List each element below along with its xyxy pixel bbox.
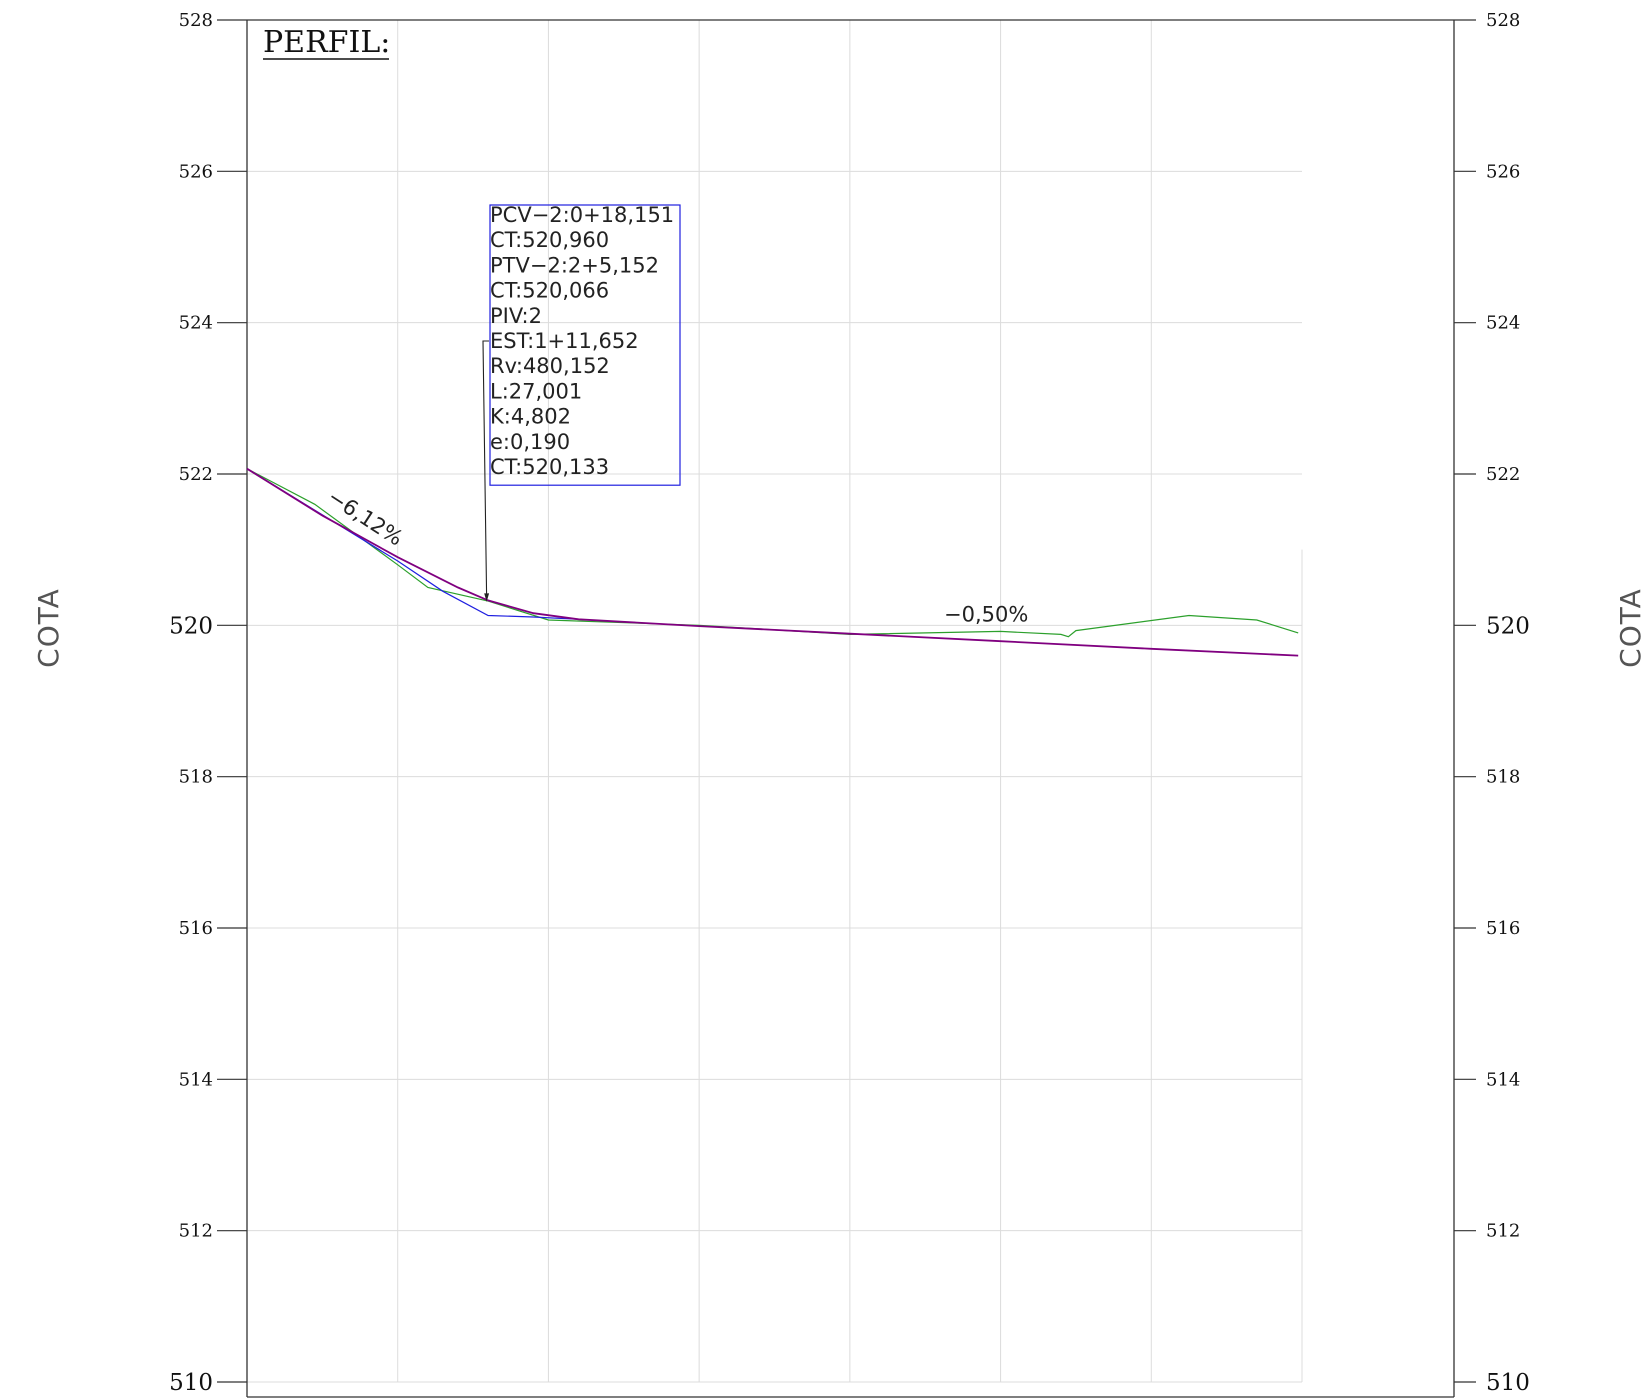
y-tick-label-left: 520: [169, 613, 213, 639]
y-tick-label-right: 522: [1486, 464, 1520, 485]
y-tick-label-left: 514: [179, 1069, 213, 1090]
y-axis-label-left: COTA: [32, 588, 65, 668]
y-tick-label-right: 512: [1486, 1221, 1520, 1242]
series-line-2: [246, 468, 579, 620]
annotation-line: e:0,190: [490, 430, 570, 454]
y-tick-label-right: 510: [1486, 1370, 1530, 1396]
annotation-line: PTV−2:2+5,152: [490, 253, 659, 277]
y-tick-label-right: 518: [1486, 767, 1520, 788]
y-tick-label-left: 512: [179, 1221, 213, 1242]
annotation-box: [489, 204, 681, 486]
grid-lines: [247, 20, 1303, 1383]
series-lines: [246, 467, 1299, 657]
annotation-line: EST:1+11,652: [490, 329, 639, 353]
y-tick-label-left: 516: [179, 918, 213, 939]
annotation-leader: [482, 340, 489, 599]
annotation-line: CT:520,960: [490, 228, 609, 252]
y-tick-label-right: 526: [1486, 161, 1520, 182]
y-tick-label-left: 524: [179, 313, 213, 334]
y-tick-label-left: 510: [169, 1370, 213, 1396]
annotation-arrow: [484, 593, 490, 602]
y-tick-label-right: 516: [1486, 918, 1520, 939]
annotation-line: PIV:2: [490, 304, 542, 328]
plot-frame: [246, 19, 1455, 1398]
y-tick-label-left: 518: [179, 767, 213, 788]
y-tick-label-left: 526: [179, 161, 213, 182]
y-tick-label-right: 524: [1486, 313, 1520, 334]
y-tick-label-right: 520: [1486, 613, 1530, 639]
y-tick-label-right: 514: [1486, 1069, 1520, 1090]
annotation-line: L:27,001: [490, 379, 582, 403]
annotation-line: K:4,802: [490, 405, 571, 429]
annotation-line: PCV−2:0+18,151: [490, 203, 674, 227]
slope-label: −0,50%: [944, 603, 1028, 627]
annotation-line: Rv:480,152: [490, 354, 610, 378]
annotation-line: CT:520,066: [490, 279, 609, 303]
y-tick-label-left: 522: [179, 464, 213, 485]
y-axis-label-right: COTA: [1614, 588, 1646, 668]
annotations: PCV−2:0+18,151CT:520,960PTV−2:2+5,152CT:…: [323, 203, 1028, 627]
axis-ticks: 510 510 512 512 514 514 516 516 518 518 520 520 522 5…: [169, 10, 1530, 1396]
series-line-3: [246, 467, 1299, 657]
annotation-line: CT:520,133: [490, 455, 609, 479]
y-tick-label-left: 528: [179, 10, 213, 31]
series-line-1: [246, 468, 1299, 638]
y-tick-label-right: 528: [1486, 10, 1520, 31]
chart-title: PERFIL:: [263, 25, 390, 60]
